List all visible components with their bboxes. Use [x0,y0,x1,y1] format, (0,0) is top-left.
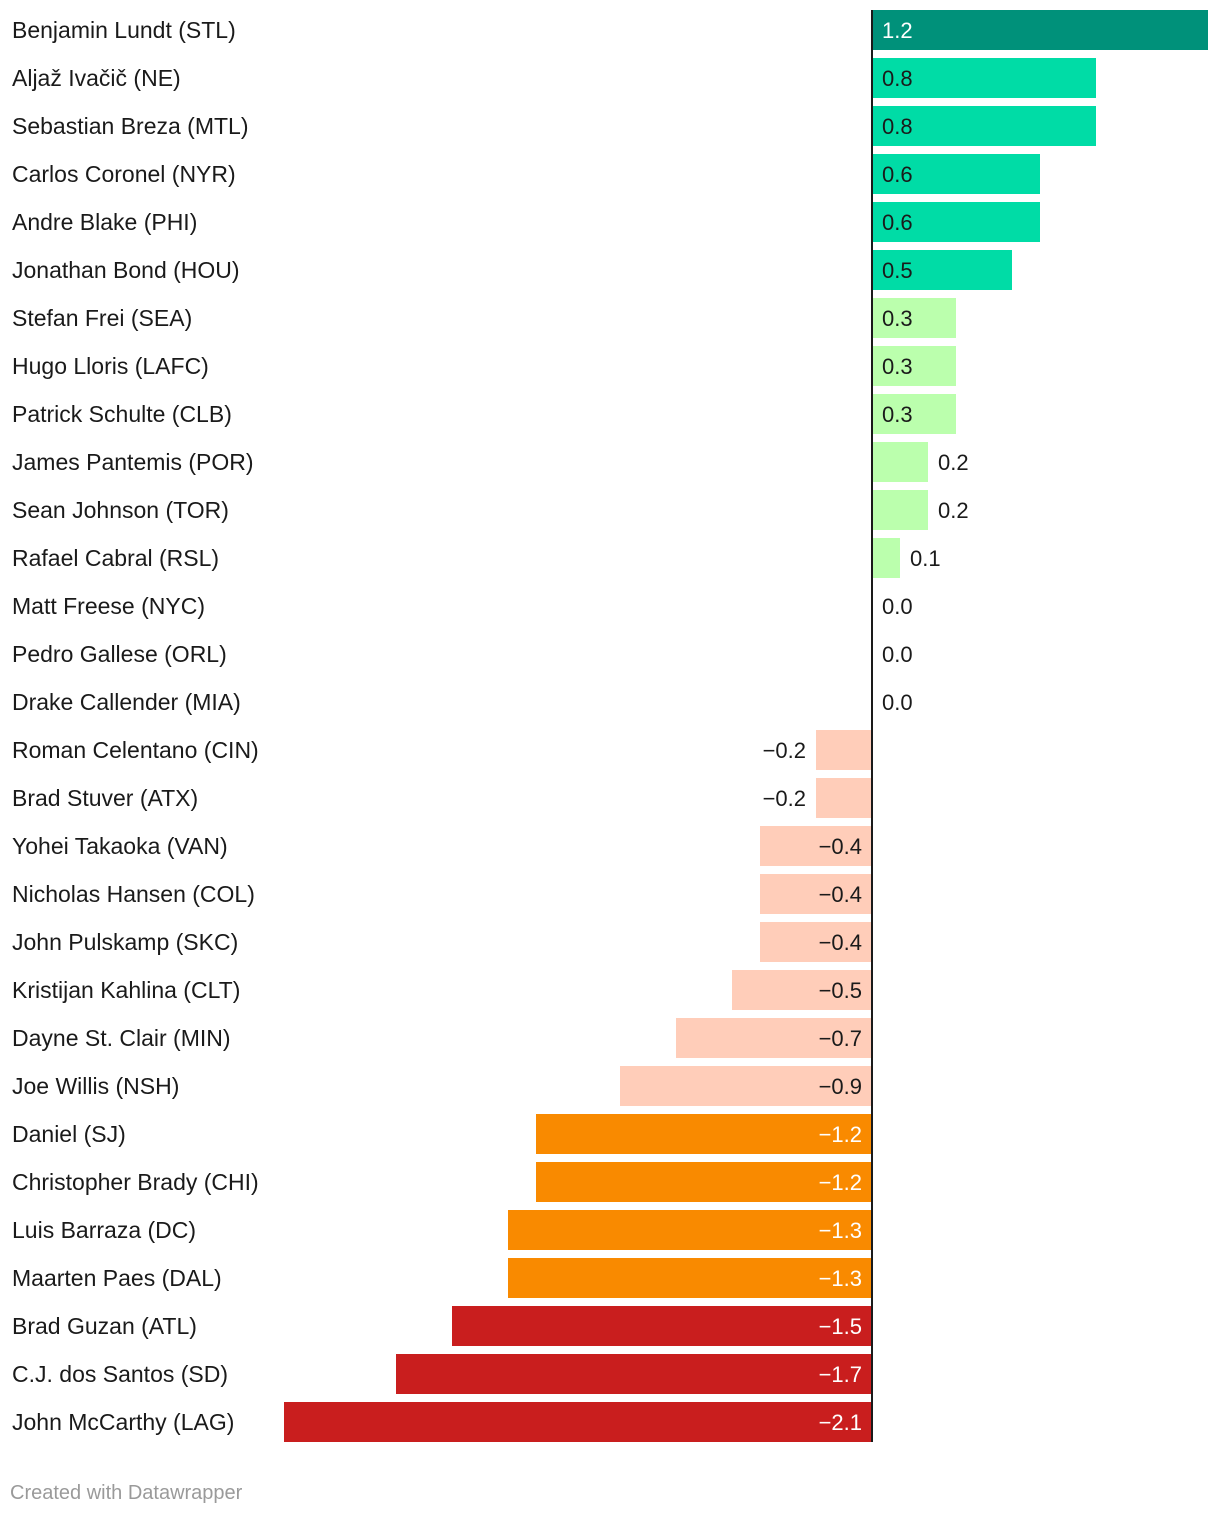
category-label: Joe Willis (NSH) [12,1073,179,1099]
value-label: −1.2 [819,1122,862,1147]
bar[interactable] [872,346,956,386]
bar[interactable] [872,442,928,482]
category-label: Andre Blake (PHI) [12,209,197,235]
bar[interactable] [508,1210,872,1250]
value-label: 0.8 [882,66,913,91]
bar[interactable] [760,874,872,914]
category-label: Sean Johnson (TOR) [12,497,229,523]
value-label: 0.3 [882,402,913,427]
bar[interactable] [396,1354,872,1394]
category-label: Benjamin Lundt (STL) [12,17,236,43]
value-label: −0.4 [819,834,862,859]
value-label: −0.7 [819,1026,862,1051]
value-label: 0.5 [882,258,913,283]
value-label: 1.2 [882,18,913,43]
value-label: 0.2 [938,450,969,475]
bar[interactable] [872,106,1096,146]
bar[interactable] [760,922,872,962]
value-label: 0.6 [882,162,913,187]
category-label: Drake Callender (MIA) [12,689,241,715]
category-label: James Pantemis (POR) [12,449,254,475]
category-label: Sebastian Breza (MTL) [12,113,248,139]
bar[interactable] [872,58,1096,98]
bar[interactable] [872,10,1208,50]
category-label: Maarten Paes (DAL) [12,1265,222,1291]
category-label: Nicholas Hansen (COL) [12,881,255,907]
category-label: Kristijan Kahlina (CLT) [12,977,240,1003]
category-label: John Pulskamp (SKC) [12,929,238,955]
value-label: −1.7 [819,1362,862,1387]
bar[interactable] [508,1258,872,1298]
bar[interactable] [284,1402,872,1442]
value-label: 0.0 [882,642,913,667]
bar[interactable] [816,730,872,770]
category-label: Carlos Coronel (NYR) [12,161,236,187]
category-label: Dayne St. Clair (MIN) [12,1025,231,1051]
category-label: Christopher Brady (CHI) [12,1169,259,1195]
value-label: 0.0 [882,594,913,619]
bar[interactable] [676,1018,872,1058]
bar[interactable] [452,1306,872,1346]
bar[interactable] [872,154,1040,194]
bar[interactable] [760,826,872,866]
value-label: −1.5 [819,1314,862,1339]
value-label: −2.1 [819,1410,862,1435]
value-label: −1.3 [819,1266,862,1291]
category-label: Rafael Cabral (RSL) [12,545,219,571]
category-label: Luis Barraza (DC) [12,1217,196,1243]
bars-layer [284,10,1208,1442]
category-label: Aljaž Ivačič (NE) [12,65,181,91]
value-label: 0.3 [882,354,913,379]
value-label: −0.9 [819,1074,862,1099]
category-label: Daniel (SJ) [12,1121,126,1147]
category-label: Pedro Gallese (ORL) [12,641,227,667]
category-label: John McCarthy (LAG) [12,1409,234,1435]
labels-layer: Benjamin Lundt (STL) 1.2 Aljaž Ivačič (NE)… [12,17,969,1435]
value-label: 0.3 [882,306,913,331]
value-label: 0.0 [882,690,913,715]
value-label: 0.2 [938,498,969,523]
category-label: Jonathan Bond (HOU) [12,257,240,283]
bar[interactable] [872,250,1012,290]
value-label: −1.2 [819,1170,862,1195]
value-label: 0.8 [882,114,913,139]
footer-credit[interactable]: Created with Datawrapper [10,1482,243,1504]
bar[interactable] [732,970,872,1010]
value-label: −0.4 [819,930,862,955]
bar[interactable] [872,202,1040,242]
bar[interactable] [872,538,900,578]
value-label: 0.6 [882,210,913,235]
value-label: −0.2 [763,738,806,763]
bar[interactable] [536,1114,872,1154]
category-label: Brad Stuver (ATX) [12,785,198,811]
value-label: −0.5 [819,978,862,1003]
bar[interactable] [872,490,928,530]
bar[interactable] [620,1066,872,1106]
category-label: C.J. dos Santos (SD) [12,1361,228,1387]
bar[interactable] [536,1162,872,1202]
value-label: −0.2 [763,786,806,811]
category-label: Patrick Schulte (CLB) [12,401,232,427]
value-label: −1.3 [819,1218,862,1243]
category-label: Roman Celentano (CIN) [12,737,259,763]
bar[interactable] [816,778,872,818]
bar[interactable] [872,298,956,338]
category-label: Matt Freese (NYC) [12,593,205,619]
category-label: Yohei Takaoka (VAN) [12,833,228,859]
bar[interactable] [872,394,956,434]
value-label: −0.4 [819,882,862,907]
category-label: Stefan Frei (SEA) [12,305,192,331]
category-label: Hugo Lloris (LAFC) [12,353,209,379]
value-label: 0.1 [910,546,941,571]
category-label: Brad Guzan (ATL) [12,1313,197,1339]
